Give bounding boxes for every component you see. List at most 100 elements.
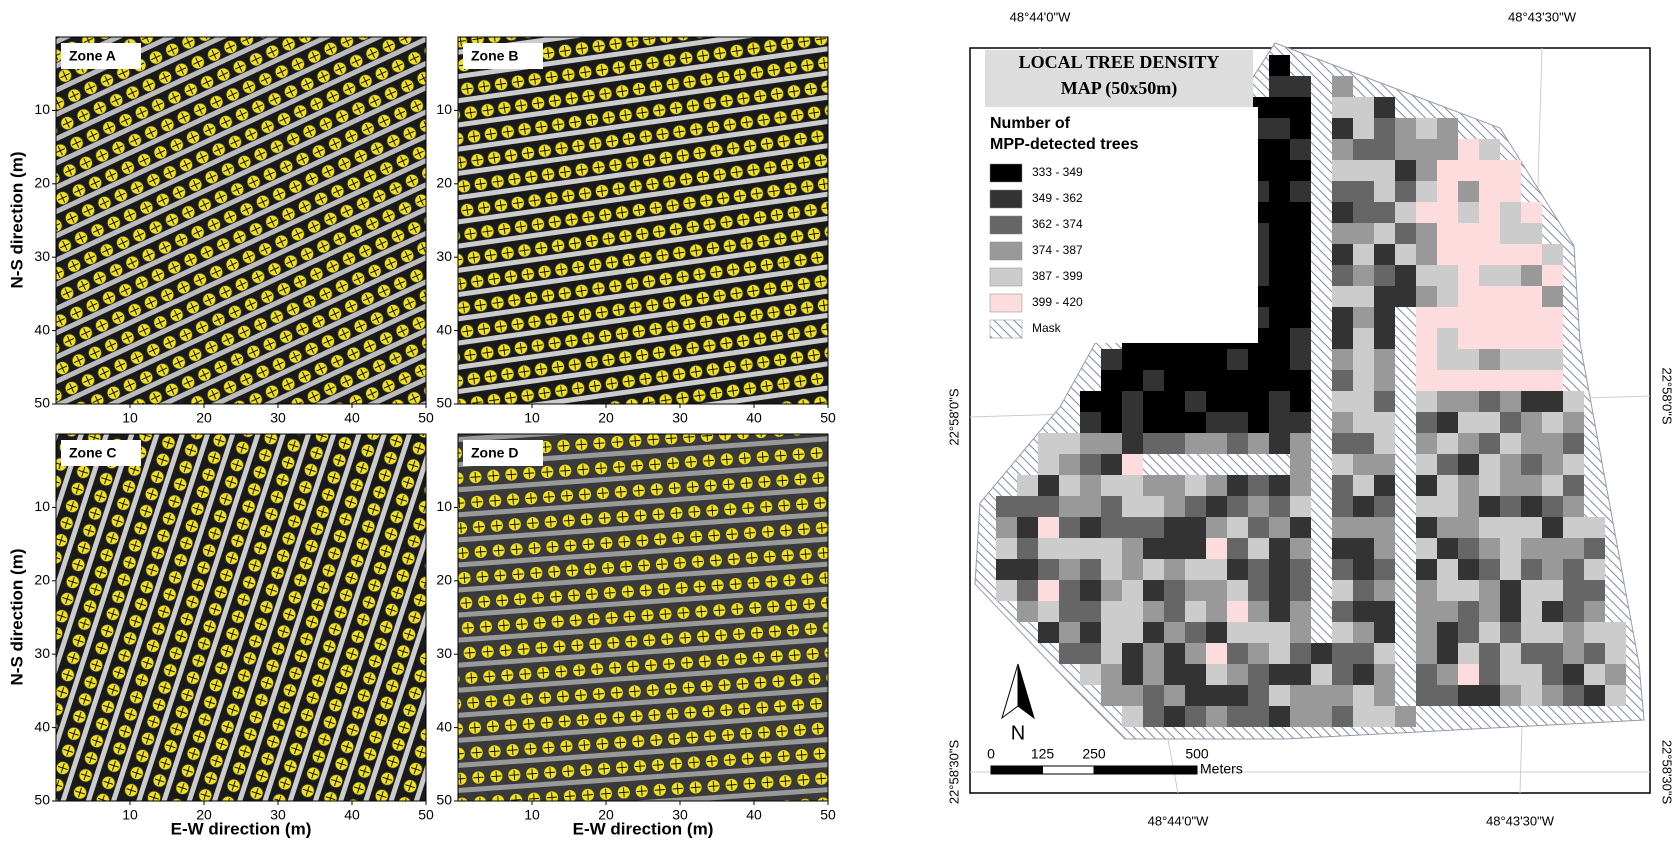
x-tick-label: 20 [598, 410, 614, 426]
density-cell [1416, 370, 1437, 391]
legend-swatch [989, 267, 1023, 287]
density-cell [1059, 496, 1080, 517]
legend-title: Number of [990, 115, 1071, 132]
density-cell [1290, 139, 1311, 160]
x-tick-label: 40 [344, 807, 360, 823]
density-cell [1101, 580, 1122, 601]
density-cell [1458, 265, 1479, 286]
zone-image [55, 433, 427, 802]
density-cell [1437, 118, 1458, 139]
x-tick-label: 40 [746, 807, 762, 823]
x-tick-label: 30 [672, 410, 688, 426]
density-cell [1374, 706, 1395, 727]
density-cell [1038, 601, 1059, 622]
density-cell [1353, 643, 1374, 664]
density-cell [1374, 685, 1395, 706]
density-cell [1248, 349, 1269, 370]
density-cell [1248, 580, 1269, 601]
latitude-label: 22°58'0"S [1660, 367, 1675, 424]
density-cell [1269, 475, 1290, 496]
density-cell [1269, 76, 1290, 97]
density-cell [1500, 328, 1521, 349]
density-cell [1542, 328, 1563, 349]
density-cell [1038, 454, 1059, 475]
density-cell [1353, 580, 1374, 601]
density-cell [1437, 349, 1458, 370]
density-cell [1416, 412, 1437, 433]
density-cell [1206, 601, 1227, 622]
density-cell [1563, 580, 1584, 601]
density-cell [1521, 412, 1542, 433]
density-cell [1290, 286, 1311, 307]
density-cell [1458, 622, 1479, 643]
density-cell [1332, 517, 1353, 538]
density-cell [1206, 664, 1227, 685]
zone-image [55, 36, 427, 405]
density-cell [1353, 412, 1374, 433]
density-cell [1500, 202, 1521, 223]
density-cell [1122, 475, 1143, 496]
density-cell [1542, 538, 1563, 559]
density-cell [1332, 202, 1353, 223]
density-cell [1395, 244, 1416, 265]
density-cell [1605, 622, 1626, 643]
density-cell [1206, 580, 1227, 601]
density-cell [1500, 244, 1521, 265]
density-cell [1500, 664, 1521, 685]
density-cell [1122, 391, 1143, 412]
density-cell [1101, 517, 1122, 538]
density-cell [1542, 643, 1563, 664]
density-cell [1458, 433, 1479, 454]
density-cell [1437, 643, 1458, 664]
density-cell [1353, 160, 1374, 181]
y-tick-label: 30 [34, 645, 50, 661]
legend-swatch [989, 319, 1023, 339]
density-cell [1374, 475, 1395, 496]
density-cell [1353, 202, 1374, 223]
zone-label: Zone D [471, 445, 518, 461]
density-cell [1479, 580, 1500, 601]
density-cell [1458, 160, 1479, 181]
density-cell [1290, 580, 1311, 601]
density-cell [1185, 685, 1206, 706]
density-cell [1395, 181, 1416, 202]
density-cell [1458, 202, 1479, 223]
density-cell [1563, 664, 1584, 685]
density-cell [1038, 559, 1059, 580]
density-cell [1290, 685, 1311, 706]
density-cell [1269, 496, 1290, 517]
y-tick-label: 10 [436, 498, 452, 514]
density-cell [1542, 622, 1563, 643]
density-cell [1584, 538, 1605, 559]
y-tick-label: 30 [436, 645, 452, 661]
density-cell [1395, 706, 1416, 727]
density-cell [1122, 685, 1143, 706]
density-cell [1437, 307, 1458, 328]
density-cell [1479, 538, 1500, 559]
density-cell [1395, 265, 1416, 286]
density-cell [1479, 244, 1500, 265]
legend-label: 399 - 420 [1032, 295, 1083, 309]
density-cell [1437, 496, 1458, 517]
density-cell [1227, 559, 1248, 580]
density-cell [1458, 244, 1479, 265]
density-cell [1416, 475, 1437, 496]
density-cell [1521, 244, 1542, 265]
density-cell [1500, 496, 1521, 517]
density-cell [1248, 475, 1269, 496]
density-cell [1353, 496, 1374, 517]
density-cell [1416, 265, 1437, 286]
density-cell [1164, 538, 1185, 559]
density-cell [1521, 496, 1542, 517]
density-cell [1164, 559, 1185, 580]
density-cell [1227, 391, 1248, 412]
density-cell [1017, 580, 1038, 601]
density-cell [1437, 160, 1458, 181]
density-cell [1332, 580, 1353, 601]
density-cell [1101, 349, 1122, 370]
density-cell [1101, 454, 1122, 475]
density-cell [1542, 412, 1563, 433]
density-cell [1479, 286, 1500, 307]
density-cell [1332, 265, 1353, 286]
density-cell [1521, 538, 1542, 559]
